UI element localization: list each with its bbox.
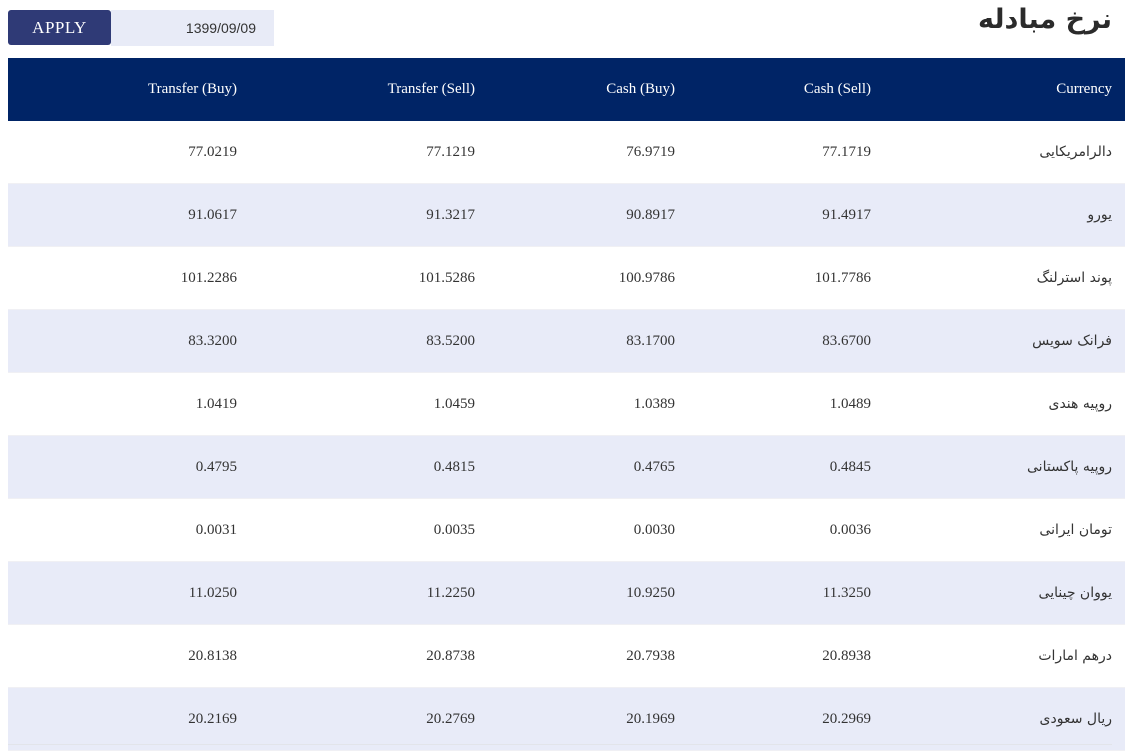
transfer-buy-cell: 101.2286: [8, 246, 237, 310]
table-row: 20.8138 20.8738 20.7938 20.8938 درهم امارات: [8, 624, 1125, 688]
table-row: 91.0617 91.3217 90.8917 91.4917 یورو: [8, 183, 1125, 247]
table-row: 101.2286 101.5286 100.9786 101.7786 پوند است…: [8, 246, 1125, 310]
transfer-sell-cell: 101.5286: [237, 246, 475, 310]
transfer-sell-cell: 20.8738: [237, 624, 475, 688]
date-input[interactable]: [111, 10, 274, 46]
table-row: 77.0219 77.1219 76.9719 77.1719 دالرامریکایی: [8, 121, 1125, 184]
column-header-cash-buy: Cash (Buy): [475, 58, 675, 121]
column-header-cash-sell: Cash (Sell): [675, 58, 871, 121]
cash-sell-cell: 11.3250: [675, 561, 871, 625]
table-row: 11.0250 11.2250 10.9250 11.3250 یووان چینایی: [8, 561, 1125, 625]
currency-name-cell: ریال سعودی: [871, 687, 1125, 751]
table-row: 0.4795 0.4815 0.4765 0.4845 روپیه پاکستانی: [8, 435, 1125, 499]
currency-name-cell: یووان چینایی: [871, 561, 1125, 625]
currency-name-cell: یورو: [871, 183, 1125, 247]
transfer-buy-cell: 20.8138: [8, 624, 237, 688]
cash-sell-cell: 1.0489: [675, 372, 871, 436]
transfer-buy-cell: 0.4795: [8, 435, 237, 499]
cash-sell-cell: 0.4845: [675, 435, 871, 499]
transfer-buy-cell: 0.0031: [8, 498, 237, 562]
currency-name-cell: تومان ایرانی: [871, 498, 1125, 562]
transfer-sell-cell: 0.4815: [237, 435, 475, 499]
column-header-transfer-buy: Transfer (Buy): [8, 58, 237, 121]
transfer-sell-cell: 20.2769: [237, 687, 475, 751]
cash-buy-cell: 100.9786: [475, 246, 675, 310]
currency-name-cell: روپیه هندی: [871, 372, 1125, 436]
table-header-row: Transfer (Buy) Transfer (Sell) Cash (Buy…: [8, 58, 1125, 121]
currency-name-cell: دالرامریکایی: [871, 121, 1125, 184]
cash-sell-cell: 101.7786: [675, 246, 871, 310]
transfer-buy-cell: 20.2169: [8, 687, 237, 751]
currency-name-cell: پوند استرلنگ: [871, 246, 1125, 310]
transfer-buy-cell: 91.0617: [8, 183, 237, 247]
table-body: 77.0219 77.1219 76.9719 77.1719 دالرامریکایی…: [8, 121, 1125, 751]
exchange-rates-table: Transfer (Buy) Transfer (Sell) Cash (Buy…: [8, 58, 1125, 751]
cash-sell-cell: 91.4917: [675, 183, 871, 247]
table-row: 1.0419 1.0459 1.0389 1.0489 روپیه هندی: [8, 372, 1125, 436]
apply-button[interactable]: APPLY: [8, 10, 111, 45]
table-row: 83.3200 83.5200 83.1700 83.6700 فرانک سویس: [8, 309, 1125, 373]
currency-name-cell: روپیه پاکستانی: [871, 435, 1125, 499]
cash-buy-cell: 76.9719: [475, 121, 675, 184]
transfer-buy-cell: 11.0250: [8, 561, 237, 625]
cash-buy-cell: 20.1969: [475, 687, 675, 751]
transfer-buy-cell: 77.0219: [8, 121, 237, 184]
transfer-sell-cell: 77.1219: [237, 121, 475, 184]
currency-name-cell: فرانک سویس: [871, 309, 1125, 373]
cash-sell-cell: 0.0036: [675, 498, 871, 562]
transfer-sell-cell: 0.0035: [237, 498, 475, 562]
cash-buy-cell: 10.9250: [475, 561, 675, 625]
transfer-sell-cell: 1.0459: [237, 372, 475, 436]
table-bottom-divider: [8, 744, 1112, 745]
cash-buy-cell: 90.8917: [475, 183, 675, 247]
cash-sell-cell: 77.1719: [675, 121, 871, 184]
cash-buy-cell: 0.0030: [475, 498, 675, 562]
column-header-transfer-sell: Transfer (Sell): [237, 58, 475, 121]
cash-sell-cell: 83.6700: [675, 309, 871, 373]
table-row: 20.2169 20.2769 20.1969 20.2969 ریال سعودی: [8, 687, 1125, 751]
transfer-sell-cell: 11.2250: [237, 561, 475, 625]
cash-buy-cell: 83.1700: [475, 309, 675, 373]
transfer-buy-cell: 83.3200: [8, 309, 237, 373]
cash-sell-cell: 20.2969: [675, 687, 871, 751]
column-header-currency: Currency: [871, 58, 1125, 121]
currency-name-cell: درهم امارات: [871, 624, 1125, 688]
page-title: نرخ مبادله: [977, 4, 1112, 35]
cash-sell-cell: 20.8938: [675, 624, 871, 688]
transfer-buy-cell: 1.0419: [8, 372, 237, 436]
table-row: 0.0031 0.0035 0.0030 0.0036 تومان ایرانی: [8, 498, 1125, 562]
transfer-sell-cell: 83.5200: [237, 309, 475, 373]
cash-buy-cell: 0.4765: [475, 435, 675, 499]
transfer-sell-cell: 91.3217: [237, 183, 475, 247]
cash-buy-cell: 20.7938: [475, 624, 675, 688]
cash-buy-cell: 1.0389: [475, 372, 675, 436]
